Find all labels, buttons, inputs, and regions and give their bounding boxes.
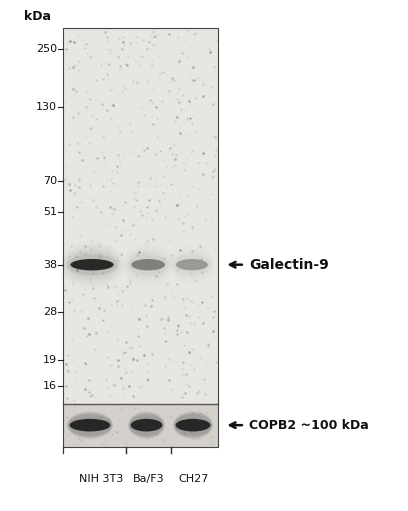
Text: 16: 16 — [43, 381, 57, 391]
Ellipse shape — [174, 414, 212, 436]
Ellipse shape — [131, 259, 165, 270]
Ellipse shape — [175, 419, 211, 431]
Text: NIH 3T3: NIH 3T3 — [79, 474, 123, 484]
Ellipse shape — [67, 412, 113, 438]
Ellipse shape — [173, 254, 211, 275]
Text: Ba/F3: Ba/F3 — [133, 474, 165, 484]
Text: 70: 70 — [43, 176, 57, 187]
Text: Galectin-9: Galectin-9 — [249, 258, 328, 272]
Ellipse shape — [173, 411, 213, 439]
Ellipse shape — [71, 259, 113, 270]
Ellipse shape — [68, 413, 112, 437]
Ellipse shape — [128, 411, 165, 439]
Ellipse shape — [131, 419, 162, 431]
Ellipse shape — [129, 412, 164, 438]
Text: CH27: CH27 — [179, 474, 209, 484]
Ellipse shape — [129, 254, 168, 275]
Ellipse shape — [129, 413, 164, 437]
Text: 19: 19 — [43, 355, 57, 365]
Text: COPB2 ~100 kDa: COPB2 ~100 kDa — [249, 419, 369, 432]
Ellipse shape — [67, 411, 113, 439]
Ellipse shape — [129, 414, 164, 436]
Bar — [63, 28, 218, 447]
Text: 250: 250 — [36, 43, 57, 54]
Ellipse shape — [176, 259, 208, 270]
Ellipse shape — [174, 413, 212, 437]
Text: 51: 51 — [43, 207, 57, 217]
Ellipse shape — [173, 412, 213, 438]
Text: kDa: kDa — [24, 10, 51, 23]
Text: 38: 38 — [43, 260, 57, 270]
Text: 28: 28 — [43, 307, 57, 317]
Ellipse shape — [67, 254, 117, 275]
Text: 130: 130 — [36, 102, 57, 112]
Bar — [63, 28, 218, 404]
Ellipse shape — [68, 414, 112, 436]
Ellipse shape — [70, 419, 110, 431]
Bar — [63, 404, 218, 447]
